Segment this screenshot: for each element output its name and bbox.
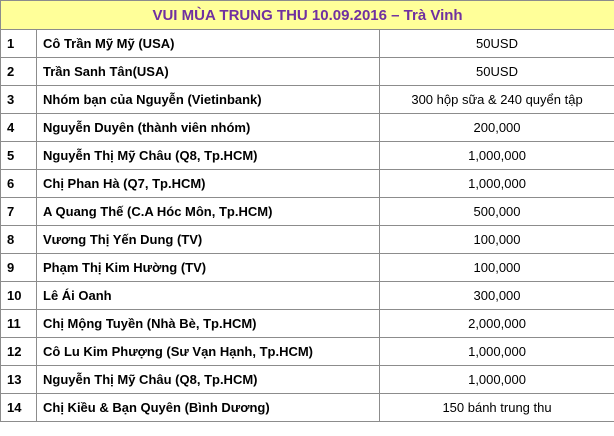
row-number: 4 <box>0 113 37 142</box>
donor-name: Chị Phan Hà (Q7, Tp.HCM) <box>36 169 380 198</box>
donor-name: Nhóm bạn của Nguyễn (Vietinbank) <box>36 85 380 114</box>
donor-name: Trần Sanh Tân(USA) <box>36 57 380 86</box>
row-number: 5 <box>0 141 37 170</box>
table-row: 8 Vương Thị Yến Dung (TV) 100,000 <box>0 225 614 254</box>
row-number: 3 <box>0 85 37 114</box>
donation-table-body: VUI MÙA TRUNG THU 10.09.2016 – Trà Vinh … <box>0 0 614 422</box>
row-number: 11 <box>0 309 37 338</box>
donor-name: Nguyễn Thị Mỹ Châu (Q8, Tp.HCM) <box>36 141 380 170</box>
table-row: 1 Cô Trần Mỹ Mỹ (USA) 50USD <box>0 29 614 58</box>
row-number: 8 <box>0 225 37 254</box>
table-row: 13 Nguyễn Thị Mỹ Châu (Q8, Tp.HCM) 1,000,0… <box>0 365 614 394</box>
donation-amount: 500,000 <box>378 197 614 226</box>
donation-amount: 1,000,000 <box>378 337 614 366</box>
donor-name: Lê Ái Oanh <box>36 281 380 310</box>
row-number: 10 <box>0 281 37 310</box>
donor-name: Cô Trần Mỹ Mỹ (USA) <box>36 29 380 58</box>
table-title: VUI MÙA TRUNG THU 10.09.2016 – Trà Vinh <box>0 0 614 30</box>
donation-amount: 50USD <box>378 29 614 58</box>
row-number: 7 <box>0 197 37 226</box>
table-row: 6 Chị Phan Hà (Q7, Tp.HCM) 1,000,000 <box>0 169 614 198</box>
donation-amount: 150 bánh trung thu <box>378 393 614 422</box>
donation-amount: 300 hộp sữa & 240 quyển tập <box>378 85 614 114</box>
table-row: 3 Nhóm bạn của Nguyễn (Vietinbank) 300 hộp… <box>0 85 614 114</box>
row-number: 1 <box>0 29 37 58</box>
row-number: 13 <box>0 365 37 394</box>
table-row: 14 Chị Kiều & Bạn Quyên (Bình Dương) 150 b… <box>0 393 614 422</box>
table-row: 4 Nguyễn Duyên (thành viên nhóm) 200,000 <box>0 113 614 142</box>
table-row: 12 Cô Lu Kim Phượng (Sư Vạn Hạnh, Tp.HCM)… <box>0 337 614 366</box>
donor-name: Chị Mộng Tuyền (Nhà Bè, Tp.HCM) <box>36 309 380 338</box>
donation-amount: 1,000,000 <box>378 141 614 170</box>
donation-amount: 100,000 <box>378 253 614 282</box>
donor-name: Nguyễn Thị Mỹ Châu (Q8, Tp.HCM) <box>36 365 380 394</box>
donor-name: Vương Thị Yến Dung (TV) <box>36 225 380 254</box>
donor-name: A Quang Thế (C.A Hóc Môn, Tp.HCM) <box>36 197 380 226</box>
donor-name: Cô Lu Kim Phượng (Sư Vạn Hạnh, Tp.HCM) <box>36 337 380 366</box>
row-number: 2 <box>0 57 37 86</box>
donor-name: Nguyễn Duyên (thành viên nhóm) <box>36 113 380 142</box>
table-row: 5 Nguyễn Thị Mỹ Châu (Q8, Tp.HCM) 1,000,00… <box>0 141 614 170</box>
donor-name: Phạm Thị Kim Hường (TV) <box>36 253 380 282</box>
table-row: 9 Phạm Thị Kim Hường (TV) 100,000 <box>0 253 614 282</box>
table-row: 10 Lê Ái Oanh 300,000 <box>0 281 614 310</box>
donation-amount: 200,000 <box>378 113 614 142</box>
donation-amount: 50USD <box>378 57 614 86</box>
table-row: 11 Chị Mộng Tuyền (Nhà Bè, Tp.HCM) 2,000,0… <box>0 309 614 338</box>
donation-amount: 300,000 <box>378 281 614 310</box>
title-row: VUI MÙA TRUNG THU 10.09.2016 – Trà Vinh <box>0 0 614 30</box>
donor-name: Chị Kiều & Bạn Quyên (Bình Dương) <box>36 393 380 422</box>
table-row: 2 Trần Sanh Tân(USA) 50USD <box>0 57 614 86</box>
donation-amount: 2,000,000 <box>378 309 614 338</box>
row-number: 14 <box>0 393 37 422</box>
row-number: 12 <box>0 337 37 366</box>
donation-amount: 1,000,000 <box>378 169 614 198</box>
donation-table: VUI MÙA TRUNG THU 10.09.2016 – Trà Vinh … <box>0 0 614 422</box>
row-number: 6 <box>0 169 37 198</box>
row-number: 9 <box>0 253 37 282</box>
donation-amount: 1,000,000 <box>378 365 614 394</box>
donation-amount: 100,000 <box>378 225 614 254</box>
